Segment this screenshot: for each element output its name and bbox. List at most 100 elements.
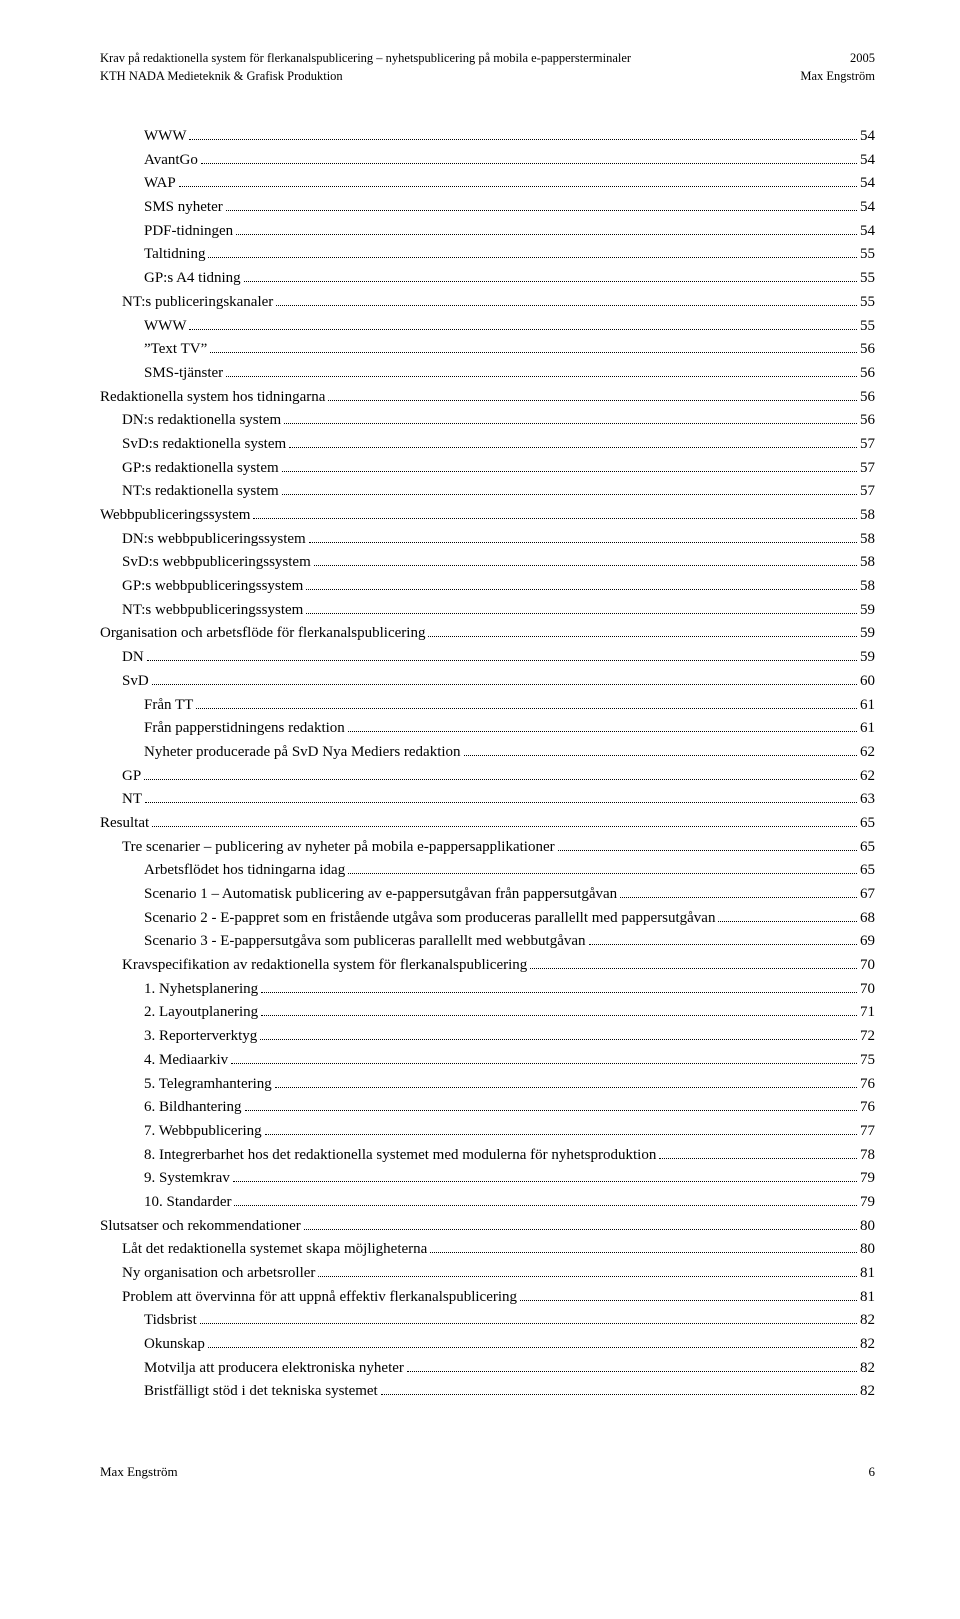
toc-page: 71 xyxy=(860,1001,875,1025)
toc-leader-dots xyxy=(530,968,857,969)
footer-page-number: 6 xyxy=(869,1464,876,1480)
toc-page: 55 xyxy=(860,291,875,315)
toc-page: 82 xyxy=(860,1357,875,1381)
toc-leader-dots xyxy=(306,589,857,590)
toc-row: Okunskap82 xyxy=(100,1333,875,1357)
toc-leader-dots xyxy=(253,518,857,519)
toc-leader-dots xyxy=(464,755,857,756)
toc-page: 59 xyxy=(860,646,875,670)
toc-label: Scenario 2 - E-pappret som en fristående… xyxy=(144,907,715,931)
toc-page: 70 xyxy=(860,978,875,1002)
toc-label: 2. Layoutplanering xyxy=(144,1001,258,1025)
toc-leader-dots xyxy=(208,257,857,258)
toc-label: NT:s publiceringskanaler xyxy=(122,291,273,315)
toc-leader-dots xyxy=(381,1394,857,1395)
toc-row: Kravspecifikation av redaktionella syste… xyxy=(100,954,875,978)
toc-row: Scenario 1 – Automatisk publicering av e… xyxy=(100,883,875,907)
toc-leader-dots xyxy=(226,376,857,377)
toc-page: 58 xyxy=(860,504,875,528)
toc-row: SMS nyheter54 xyxy=(100,196,875,220)
toc-row: Arbetsflödet hos tidningarna idag65 xyxy=(100,859,875,883)
toc-leader-dots xyxy=(145,802,857,803)
toc-label: Ny organisation och arbetsroller xyxy=(122,1262,315,1286)
toc-label: 1. Nyhetsplanering xyxy=(144,978,258,1002)
toc-label: 9. Systemkrav xyxy=(144,1167,230,1191)
toc-row: Organisation och arbetsflöde för flerkan… xyxy=(100,622,875,646)
toc-leader-dots xyxy=(348,873,857,874)
toc-row: SvD60 xyxy=(100,670,875,694)
toc-leader-dots xyxy=(245,1110,858,1111)
toc-page: 57 xyxy=(860,480,875,504)
toc-leader-dots xyxy=(208,1347,857,1348)
toc-page: 65 xyxy=(860,812,875,836)
toc-leader-dots xyxy=(265,1134,857,1135)
toc-row: Ny organisation och arbetsroller81 xyxy=(100,1262,875,1286)
toc-row: ”Text TV”56 xyxy=(100,338,875,362)
toc-leader-dots xyxy=(201,163,857,164)
toc-label: GP xyxy=(122,765,141,789)
toc-label: NT:s redaktionella system xyxy=(122,480,279,504)
toc-label: GP:s webbpubliceringssystem xyxy=(122,575,303,599)
toc-leader-dots xyxy=(234,1205,857,1206)
toc-leader-dots xyxy=(152,826,857,827)
toc-leader-dots xyxy=(428,636,857,637)
toc-leader-dots xyxy=(520,1300,857,1301)
toc-label: Scenario 1 – Automatisk publicering av e… xyxy=(144,883,617,907)
toc-leader-dots xyxy=(718,921,857,922)
toc-page: 67 xyxy=(860,883,875,907)
toc-row: 2. Layoutplanering 71 xyxy=(100,1001,875,1025)
toc-leader-dots xyxy=(200,1323,857,1324)
toc-label: WAP xyxy=(144,172,176,196)
header-subtitle: KTH NADA Medieteknik & Grafisk Produktio… xyxy=(100,68,631,86)
toc-page: 72 xyxy=(860,1025,875,1049)
toc-page: 65 xyxy=(860,859,875,883)
page-footer: Max Engström 6 xyxy=(100,1464,875,1480)
toc-page: 62 xyxy=(860,741,875,765)
toc-row: Scenario 2 - E-pappret som en fristående… xyxy=(100,907,875,931)
toc-label: Tre scenarier – publicering av nyheter p… xyxy=(122,836,555,860)
toc-label: Från papperstidningens redaktion xyxy=(144,717,345,741)
toc-page: 58 xyxy=(860,551,875,575)
header-title: Krav på redaktionella system för flerkan… xyxy=(100,50,631,68)
toc-label: GP:s redaktionella system xyxy=(122,457,279,481)
toc-leader-dots xyxy=(189,329,857,330)
toc-leader-dots xyxy=(210,352,857,353)
toc-label: Bristfälligt stöd i det tekniska systeme… xyxy=(144,1380,378,1404)
toc-leader-dots xyxy=(231,1063,857,1064)
toc-row: Tidsbrist82 xyxy=(100,1309,875,1333)
toc-row: PDF-tidningen54 xyxy=(100,220,875,244)
toc-page: 77 xyxy=(860,1120,875,1144)
toc-page: 82 xyxy=(860,1380,875,1404)
toc-leader-dots xyxy=(328,400,857,401)
toc-page: 54 xyxy=(860,196,875,220)
toc-leader-dots xyxy=(233,1181,857,1182)
toc-row: 6. Bildhantering76 xyxy=(100,1096,875,1120)
toc-row: Tre scenarier – publicering av nyheter p… xyxy=(100,836,875,860)
toc-label: Okunskap xyxy=(144,1333,205,1357)
toc-page: 57 xyxy=(860,433,875,457)
toc-page: 56 xyxy=(860,409,875,433)
toc-row: Slutsatser och rekommendationer80 xyxy=(100,1215,875,1239)
toc-page: 82 xyxy=(860,1309,875,1333)
toc-leader-dots xyxy=(260,1039,857,1040)
toc-leader-dots xyxy=(304,1229,857,1230)
toc-label: Scenario 3 - E-pappersutgåva som publice… xyxy=(144,930,586,954)
toc-leader-dots xyxy=(282,494,857,495)
toc-label: SMS-tjänster xyxy=(144,362,223,386)
toc-row: 4. Mediaarkiv75 xyxy=(100,1049,875,1073)
toc-label: WWW xyxy=(144,315,186,339)
toc-leader-dots xyxy=(276,305,857,306)
toc-leader-dots xyxy=(261,992,857,993)
toc-label: Motvilja att producera elektroniska nyhe… xyxy=(144,1357,404,1381)
toc-leader-dots xyxy=(289,447,857,448)
toc-label: NT:s webbpubliceringssystem xyxy=(122,599,303,623)
toc-row: SMS-tjänster56 xyxy=(100,362,875,386)
toc-row: Taltidning55 xyxy=(100,243,875,267)
toc-row: 7. Webbpublicering77 xyxy=(100,1120,875,1144)
toc-leader-dots xyxy=(226,210,857,211)
toc-row: GP:s webbpubliceringssystem58 xyxy=(100,575,875,599)
toc-label: Taltidning xyxy=(144,243,205,267)
toc-row: GP:s A4 tidning55 xyxy=(100,267,875,291)
header-left: Krav på redaktionella system för flerkan… xyxy=(100,50,631,85)
toc-label: AvantGo xyxy=(144,149,198,173)
